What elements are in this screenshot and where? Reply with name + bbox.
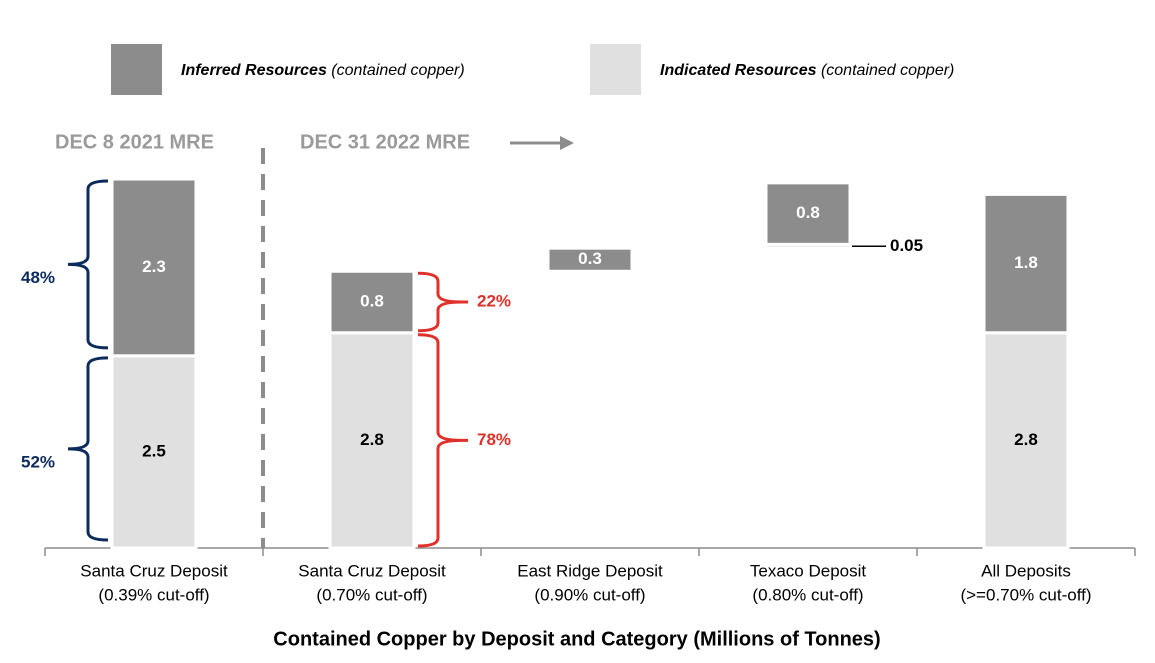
value-label: 0.3 [578, 249, 602, 268]
x-tick-note: (0.80% cut-off) [752, 585, 863, 604]
brace [417, 271, 463, 333]
bar-segment [328, 269, 416, 335]
x-tick-note: (0.70% cut-off) [316, 585, 427, 604]
brace [67, 356, 109, 542]
bar-segment [764, 181, 852, 246]
value-label: 2.3 [142, 257, 166, 276]
bar-segment [546, 246, 634, 273]
value-label: 2.5 [142, 441, 166, 460]
value-label: 2.8 [1014, 430, 1038, 449]
x-tick-label: Santa Cruz Deposit [80, 561, 228, 580]
period-label: DEC 31 2022 MRE [300, 131, 470, 153]
bar-segment [110, 177, 198, 358]
annotation: 78% [477, 430, 511, 449]
x-tick-note: (>=0.70% cut-off) [960, 585, 1091, 604]
brace [67, 179, 109, 350]
legend-note: (contained copper) [821, 62, 954, 79]
annotation: 22% [477, 291, 511, 310]
legend-note: (contained copper) [331, 62, 464, 79]
x-tick-note: (0.90% cut-off) [534, 585, 645, 604]
legend-label: Inferred Resources [181, 62, 327, 79]
x-tick-label: All Deposits [981, 561, 1071, 580]
annotation: 52% [21, 452, 55, 471]
bar-segment [982, 192, 1070, 335]
legend-entry: Inferred Resources (contained copper) [181, 62, 465, 79]
period-arrowhead [560, 136, 574, 150]
chart-title: Contained Copper by Deposit and Category… [273, 628, 880, 650]
value-label: 0.8 [360, 291, 384, 310]
legend-entry: Indicated Resources (contained copper) [660, 62, 954, 79]
annotation: 48% [21, 268, 55, 287]
period-label: DEC 8 2021 MRE [55, 131, 214, 153]
brace [417, 333, 463, 548]
bar-segment [982, 331, 1070, 550]
x-tick-label: Santa Cruz Deposit [298, 561, 446, 580]
value-label: 0.8 [796, 203, 820, 222]
value-label: 1.8 [1014, 253, 1038, 272]
value-label: 0.05 [890, 236, 923, 255]
x-tick-note: (0.39% cut-off) [98, 585, 209, 604]
legend-swatch [590, 44, 641, 95]
x-tick-label: Texaco Deposit [750, 561, 867, 580]
bar-segment [328, 331, 416, 550]
x-tick-label: East Ridge Deposit [517, 561, 663, 580]
value-label: 2.8 [360, 430, 384, 449]
legend-swatch [111, 44, 162, 95]
legend-label: Indicated Resources [660, 62, 817, 79]
bar-segment [110, 354, 198, 550]
